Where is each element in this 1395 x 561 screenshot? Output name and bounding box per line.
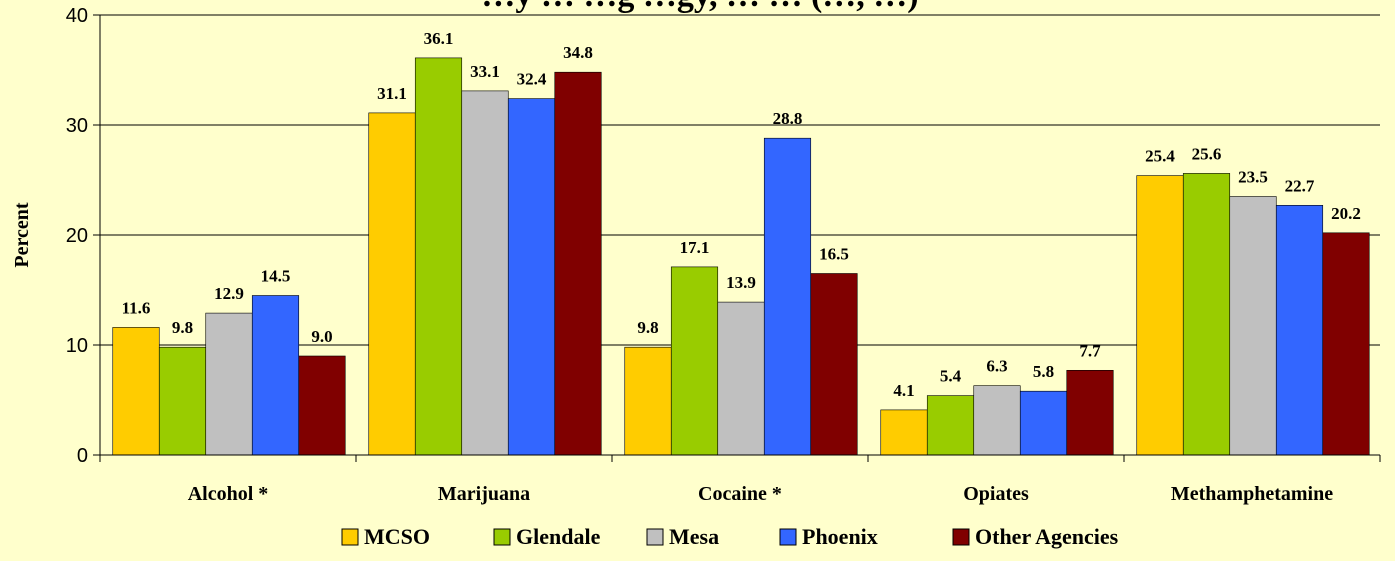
data-label: 9.8 (637, 318, 658, 337)
bar (1066, 369, 1114, 456)
data-label: 23.5 (1238, 168, 1268, 187)
data-label: 34.8 (563, 43, 593, 62)
legend-swatch (952, 528, 970, 546)
data-label: 25.6 (1192, 144, 1222, 163)
bar (554, 71, 602, 456)
data-label: 6.3 (986, 357, 1007, 376)
bar (251, 295, 300, 456)
data-label: 22.7 (1285, 176, 1315, 195)
bar (1019, 390, 1068, 456)
y-tick-label: 30 (66, 115, 88, 137)
legend: MCSO Glendale Mesa Phoenix Other Agencies (341, 524, 1119, 549)
x-tick-label: Methamphetamine (1171, 483, 1333, 505)
data-label: 14.5 (261, 267, 291, 286)
y-tick-label: 10 (66, 335, 88, 357)
legend-swatch (646, 528, 664, 546)
bar (624, 346, 672, 456)
data-label: 33.1 (470, 62, 500, 81)
bar (461, 90, 509, 456)
legend-label: MCSO (364, 524, 430, 549)
bar (1136, 175, 1184, 456)
data-label: 32.4 (517, 70, 547, 89)
legend-swatch (779, 528, 797, 546)
data-label: 13.9 (726, 273, 756, 292)
bar (926, 395, 975, 456)
data-label: 16.5 (819, 245, 849, 264)
y-tick-label: 0 (77, 445, 88, 467)
bar (158, 346, 207, 456)
data-label: 4.1 (893, 381, 914, 400)
y-tick-label: 40 (66, 5, 88, 27)
bar (1275, 205, 1324, 456)
bar (298, 355, 346, 456)
bar (973, 385, 1021, 456)
data-label: 25.4 (1145, 147, 1175, 166)
data-label: 20.2 (1331, 204, 1361, 223)
x-tick-label: Marijuana (438, 483, 530, 505)
legend-label: Glendale (516, 524, 601, 549)
chart-title: …y … …g …gy, … … (…, …) (481, 0, 918, 14)
data-label: 36.1 (424, 29, 454, 48)
legend-label: Other Agencies (975, 524, 1119, 549)
data-label: 11.6 (122, 298, 151, 317)
legend-swatch (341, 528, 359, 546)
bar (880, 409, 928, 456)
bar (368, 112, 416, 456)
bar (205, 312, 253, 456)
axes: 0 10 20 30 40 Alcohol * Marijuana Cocaine * Opia… (66, 5, 1381, 505)
data-label: 5.8 (1033, 362, 1054, 381)
bar (717, 301, 765, 456)
bar (1322, 232, 1370, 456)
data-label: 9.8 (172, 318, 193, 337)
bar (1229, 196, 1277, 456)
legend-swatch (493, 528, 511, 546)
x-tick-label: Alcohol * (188, 483, 269, 505)
data-label: 31.1 (377, 84, 407, 103)
x-tick-label: Cocaine * (698, 483, 782, 505)
legend-label: Phoenix (802, 524, 878, 549)
data-label: 7.7 (1079, 341, 1101, 360)
bar (670, 266, 719, 456)
data-label: 17.1 (680, 238, 710, 257)
data-label: 5.4 (940, 367, 962, 386)
bar (1182, 173, 1231, 456)
legend-label: Mesa (669, 524, 719, 549)
x-tick-label: Opiates (963, 483, 1029, 505)
data-label: 12.9 (214, 284, 244, 303)
y-tick-label: 20 (66, 225, 88, 247)
bar (810, 273, 858, 456)
bar (507, 98, 556, 456)
data-labels: 11.6 31.1 9.8 4.1 25.4 9.8 36.1 17.1 5.4 25.6 12.9… (122, 29, 1361, 400)
bar (112, 327, 160, 456)
y-axis-label: Percent (11, 202, 33, 267)
data-label: 28.8 (773, 109, 803, 128)
bar (763, 137, 812, 456)
bar (414, 57, 463, 456)
bars (112, 57, 1370, 456)
data-label: 9.0 (311, 327, 332, 346)
